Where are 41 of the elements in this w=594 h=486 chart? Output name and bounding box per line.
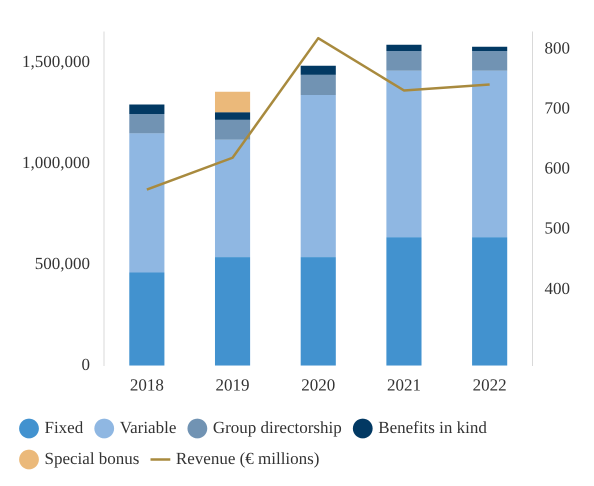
- legend-label: Benefits in kind: [378, 418, 488, 437]
- y2-tick-label: 600: [544, 158, 570, 178]
- bar: [386, 237, 422, 366]
- bar: [300, 95, 336, 258]
- bar: [386, 50, 422, 71]
- x-tick-label: 2022: [472, 375, 507, 394]
- legend-label: Revenue (€ millions): [176, 448, 320, 468]
- y2-tick-label: 800: [544, 38, 570, 58]
- bar: [472, 237, 508, 366]
- bar: [386, 44, 422, 51]
- x-tick-label: 2019: [216, 375, 250, 394]
- legend-label: Variable: [120, 418, 176, 437]
- legend-label: Group directorship: [212, 418, 342, 437]
- y-tick-label: 500,000: [34, 254, 90, 274]
- bar: [129, 133, 164, 272]
- x-tick-label: 2018: [130, 375, 164, 394]
- y-tick-label: 0: [82, 355, 90, 374]
- bar: [472, 50, 508, 71]
- bar: [214, 257, 250, 366]
- bar: [129, 114, 164, 134]
- bar: [129, 104, 164, 114]
- bar: [214, 140, 250, 258]
- legend-label: Special bonus: [44, 448, 140, 468]
- bar: [214, 112, 250, 120]
- bar: [472, 46, 508, 51]
- y2-tick-label: 700: [544, 98, 570, 118]
- y2-tick-label: 400: [544, 278, 570, 298]
- y-tick-label: 1,000,000: [22, 153, 90, 172]
- bar: [214, 120, 250, 140]
- bar: [129, 272, 164, 366]
- bar: [472, 70, 508, 238]
- y-tick-label: 1,500,000: [22, 52, 90, 71]
- bar: [300, 66, 336, 75]
- bar: [386, 70, 422, 238]
- legend-label: Fixed: [44, 418, 84, 437]
- x-tick-label: 2021: [386, 375, 421, 394]
- bar: [300, 74, 336, 96]
- bar: [300, 257, 336, 366]
- x-tick-label: 2020: [301, 375, 336, 394]
- y2-tick-label: 500: [544, 218, 570, 238]
- bar: [214, 92, 250, 112]
